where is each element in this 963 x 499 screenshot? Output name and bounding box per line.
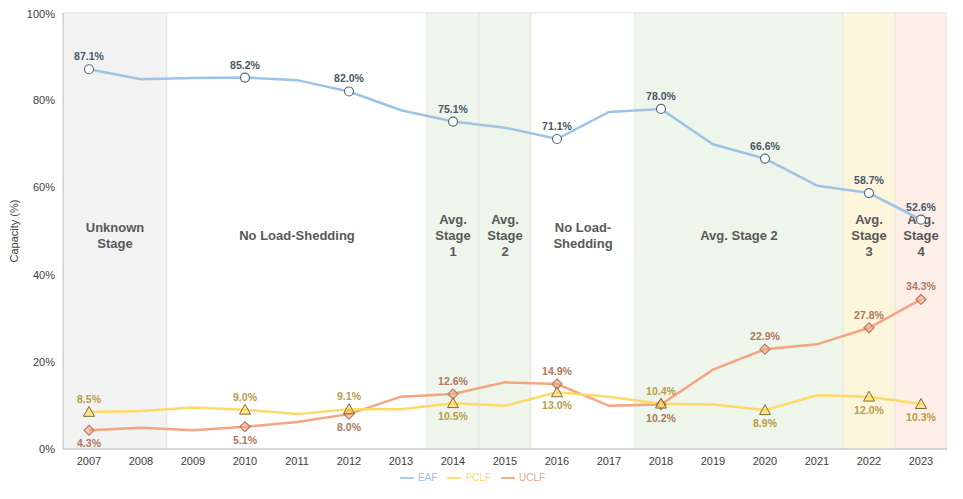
svg-text:2012: 2012 [337,455,361,467]
html-text:UCLF: UCLF [518,471,546,483]
svg-text:9.1%: 9.1% [337,390,362,402]
svg-text:2010: 2010 [233,455,257,467]
svg-text:2015: 2015 [493,455,517,467]
svg-text:40%: 40% [33,269,55,281]
svg-text:Avg.Stage4: Avg.Stage4 [903,212,938,259]
svg-text:Avg.Stage2: Avg.Stage2 [487,212,522,259]
svg-text:10.2%: 10.2% [646,412,676,424]
svg-text:60%: 60% [33,181,55,193]
svg-text:4.3%: 4.3% [77,437,102,449]
svg-text:14.9%: 14.9% [542,365,572,377]
svg-text:8.5%: 8.5% [77,393,102,405]
svg-text:85.2%: 85.2% [230,59,260,71]
svg-text:2019: 2019 [701,455,725,467]
svg-text:UnknownStage: UnknownStage [86,220,145,251]
svg-text:2008: 2008 [129,455,153,467]
svg-text:12.0%: 12.0% [854,404,884,416]
svg-text:2014: 2014 [441,455,465,467]
svg-text:9.0%: 9.0% [233,391,258,403]
svg-text:78.0%: 78.0% [646,90,676,102]
svg-text:52.6%: 52.6% [906,201,936,213]
svg-text:Avg.Stage3: Avg.Stage3 [851,212,886,259]
svg-text:2018: 2018 [649,455,673,467]
svg-text:2016: 2016 [545,455,569,467]
svg-text:10.5%: 10.5% [438,410,468,422]
svg-text:2021: 2021 [805,455,829,467]
svg-text:2007: 2007 [77,455,101,467]
svg-text:71.1%: 71.1% [542,120,572,132]
svg-text:12.6%: 12.6% [438,375,468,387]
svg-text:2020: 2020 [753,455,777,467]
svg-text:5.1%: 5.1% [233,434,258,446]
svg-text:100%: 100% [27,8,55,20]
svg-text:Avg. Stage 2: Avg. Stage 2 [700,228,778,243]
svg-text:13.0%: 13.0% [542,399,572,411]
svg-text:22.9%: 22.9% [750,330,780,342]
svg-text:2009: 2009 [181,455,205,467]
svg-text:10.3%: 10.3% [906,411,936,423]
svg-text:No Load-Shedding: No Load-Shedding [239,228,355,243]
svg-text:27.8%: 27.8% [854,309,884,321]
svg-text:82.0%: 82.0% [334,72,364,84]
svg-text:80%: 80% [33,94,55,106]
svg-text:Avg.Stage1: Avg.Stage1 [435,212,470,259]
svg-text:0%: 0% [39,443,55,455]
svg-text:34.3%: 34.3% [906,280,936,292]
svg-text:10.4%: 10.4% [646,385,676,397]
html-text:PCLF: PCLF [465,471,491,483]
svg-text:2011: 2011 [285,455,309,467]
svg-text:2023: 2023 [909,455,933,467]
svg-text:8.0%: 8.0% [337,421,362,433]
svg-text:2013: 2013 [389,455,413,467]
svg-text:Capacity (%): Capacity (%) [8,200,20,263]
svg-text:66.6%: 66.6% [750,140,780,152]
svg-text:No Load-Shedding: No Load-Shedding [553,220,612,251]
svg-text:2017: 2017 [597,455,621,467]
svg-text:87.1%: 87.1% [74,50,104,62]
svg-text:2022: 2022 [857,455,881,467]
svg-text:75.1%: 75.1% [438,103,468,115]
svg-text:20%: 20% [33,356,55,368]
html-text:EAF: EAF [417,471,438,483]
svg-text:58.7%: 58.7% [854,174,884,186]
svg-text:8.9%: 8.9% [753,417,778,429]
